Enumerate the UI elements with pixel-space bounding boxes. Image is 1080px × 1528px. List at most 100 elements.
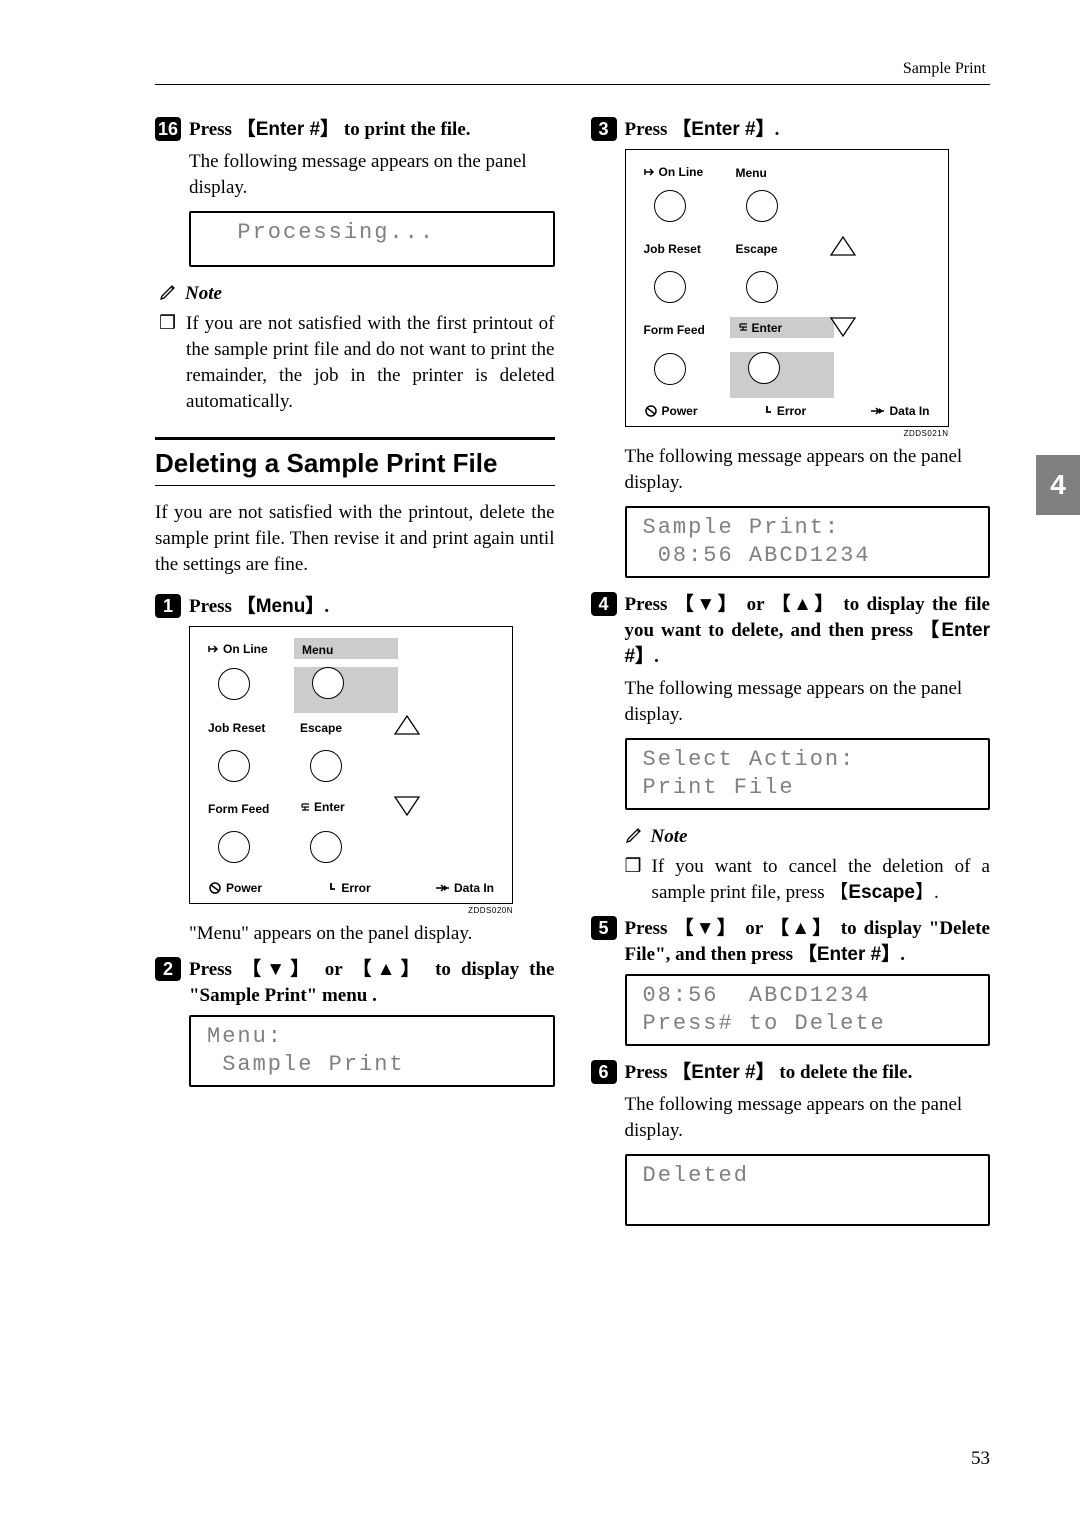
step-1: 1 Press 【Menu】. [155, 594, 555, 620]
step-6: 6 Press 【Enter #】 to delete the file. [591, 1060, 991, 1086]
error-status: Error [325, 881, 370, 895]
step-2-text: Press 【▼】 or 【▲】 to display the "Sample … [189, 957, 555, 1009]
note-label: Note [651, 826, 688, 848]
section-rule-bottom [155, 485, 555, 486]
note-text: If you want to cancel the deletion of a … [652, 854, 990, 906]
note-label: Note [185, 283, 222, 305]
step-number-badge: 16 [155, 117, 181, 141]
jobreset-label: Job Reset [208, 721, 265, 735]
text: or [738, 918, 770, 939]
section-rule-top [155, 437, 555, 440]
chapter-tab: 4 [1036, 455, 1080, 515]
diagram-code: ZDDS020N [189, 906, 513, 915]
down-key-label: ▼ [266, 959, 290, 980]
step-3: 3 Press 【Enter #】. [591, 117, 991, 143]
text: to print the file. [339, 119, 470, 140]
datain-status: Data In [434, 881, 494, 895]
panel-frame: On Line Menu [189, 626, 513, 904]
enter-button [748, 352, 780, 384]
header-rule [155, 84, 990, 85]
step-3-after: The following message appears on the pan… [625, 444, 991, 496]
error-status: Error [761, 404, 806, 418]
text: Press [189, 959, 242, 980]
text: . [775, 119, 780, 140]
step-number-badge: 1 [155, 594, 181, 618]
lcd-deleted: Deleted [625, 1154, 991, 1226]
step-5-text: Press 【▼】 or 【▲】 to display "Delete File… [625, 916, 991, 968]
text: . [900, 944, 905, 965]
note-text: If you are not satisfied with the first … [186, 311, 554, 415]
note-heading: Note [625, 824, 991, 850]
power-status: Power [644, 404, 698, 418]
text: Press [189, 119, 237, 140]
up-key-label: ▲ [791, 918, 812, 939]
enter-label: Enter [738, 321, 783, 335]
menu-label: Menu [736, 166, 767, 180]
note-body: ❒ If you want to cancel the deletion of … [625, 854, 991, 906]
menu-button [312, 667, 344, 699]
text: . [654, 646, 659, 667]
note-body: ❒ If you are not satisfied with the firs… [159, 311, 555, 415]
panel-frame: On Line Menu Job Reset Escape [625, 149, 949, 427]
step-number-badge: 3 [591, 117, 617, 141]
page: Sample Print 16 Press 【Enter #】 to print… [0, 0, 1080, 1528]
online-button [654, 190, 686, 222]
page-number: 53 [971, 1448, 990, 1470]
control-panel-diagram-2: On Line Menu Job Reset Escape [625, 149, 991, 438]
lcd-select-action: Select Action: Print File [625, 738, 991, 810]
step-number-badge: 2 [155, 957, 181, 981]
step-5: 5 Press 【▼】 or 【▲】 to display "Delete Fi… [591, 916, 991, 968]
bullet-icon: ❒ [625, 854, 642, 906]
step-16-text: Press 【Enter #】 to print the file. [189, 117, 471, 143]
lcd-processing: Processing... [189, 211, 555, 267]
step-16: 16 Press 【Enter #】 to print the file. [155, 117, 555, 143]
status-row: Power Error Data In [644, 398, 930, 418]
enter-label: Enter [300, 800, 345, 814]
escape-button [746, 271, 778, 303]
running-header: Sample Print [155, 60, 990, 78]
up-arrow-icon [828, 234, 858, 258]
online-label: On Line [644, 165, 704, 179]
step-6-after: The following message appears on the pan… [625, 1092, 991, 1144]
left-column: 16 Press 【Enter #】 to print the file. Th… [155, 117, 555, 1240]
step-6-text: Press 【Enter #】 to delete the file. [625, 1060, 913, 1086]
step-number-badge: 5 [591, 916, 617, 940]
down-key-label: ▼ [696, 918, 717, 939]
escape-label: Escape [300, 721, 342, 735]
text: or [739, 594, 771, 615]
step-3-text: Press 【Enter #】. [625, 117, 780, 143]
enter-key-label: Enter # [256, 119, 320, 140]
formfeed-button [654, 353, 686, 385]
menu-key-label: Menu [256, 596, 306, 617]
text: to delete the file. [775, 1062, 913, 1083]
step-4-text: Press 【▼】 or 【▲】 to display the file you… [625, 592, 991, 670]
enter-key-label: Enter # [691, 1062, 755, 1083]
status-row: Power Error Data In [208, 875, 494, 895]
text: Press [625, 119, 673, 140]
text: Press [625, 1062, 673, 1083]
lcd-menu-sampleprint: Menu: Sample Print [189, 1015, 555, 1087]
escape-key-label: Escape [848, 882, 915, 903]
jobreset-button [654, 271, 686, 303]
step-1-after: "Menu" appears on the panel display. [189, 921, 555, 947]
text: Press [625, 918, 675, 939]
jobreset-label: Job Reset [644, 242, 701, 256]
pencil-icon [625, 824, 645, 850]
down-arrow-icon [828, 315, 858, 339]
datain-status: Data In [869, 404, 929, 418]
escape-button [310, 750, 342, 782]
pencil-icon [159, 281, 179, 307]
step-4-after: The following message appears on the pan… [625, 676, 991, 728]
text: . [324, 596, 329, 617]
up-key-label: ▲ [377, 959, 401, 980]
text: Press [625, 594, 675, 615]
formfeed-label: Form Feed [644, 323, 705, 337]
up-arrow-icon [392, 713, 422, 737]
down-arrow-icon [392, 794, 422, 818]
step-4: 4 Press 【▼】 or 【▲】 to display the file y… [591, 592, 991, 670]
text: to display the "Sample Print" menu . [189, 959, 554, 1006]
control-panel-diagram-1: On Line Menu [189, 626, 555, 915]
step-2: 2 Press 【▼】 or 【▲】 to display the "Sampl… [155, 957, 555, 1009]
menu-label: Menu [302, 643, 333, 657]
lcd-sample-print: Sample Print: 08:56 ABCD1234 [625, 506, 991, 578]
